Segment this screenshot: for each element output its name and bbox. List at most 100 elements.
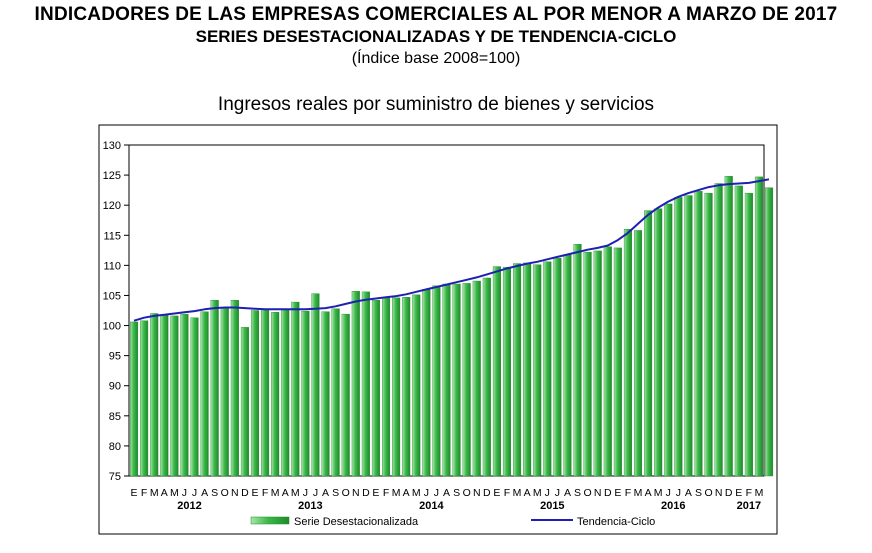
y-tick-label: 80	[109, 441, 121, 453]
bar	[754, 176, 763, 477]
bar	[462, 283, 471, 477]
bar	[563, 254, 572, 477]
x-tick-label: M	[392, 487, 401, 499]
x-tick-label: M	[634, 487, 643, 499]
bar	[281, 309, 290, 477]
bar	[714, 183, 723, 477]
bar	[230, 300, 239, 477]
bar	[654, 208, 663, 477]
bar	[724, 176, 733, 477]
bar	[371, 300, 380, 477]
x-tick-label: J	[303, 487, 308, 499]
y-tick-label: 120	[103, 200, 121, 212]
x-tick-label: O	[704, 487, 712, 499]
bar	[603, 246, 612, 477]
x-tick-label: N	[715, 487, 723, 499]
bar	[210, 300, 219, 477]
bar	[381, 297, 391, 477]
y-tick-label: 85	[109, 411, 121, 423]
x-tick-label: A	[282, 487, 289, 499]
x-tick-label: F	[141, 487, 147, 499]
bar	[533, 264, 542, 477]
bar	[331, 308, 340, 477]
bar	[291, 301, 300, 477]
bar	[150, 313, 159, 477]
bar	[190, 317, 199, 477]
bar	[613, 247, 622, 477]
bar	[664, 203, 673, 477]
x-tick-label: A	[685, 487, 692, 499]
index-base-note: (Índice base 2008=100)	[351, 50, 521, 67]
bar-series	[130, 176, 774, 477]
year-label: 2016	[661, 500, 685, 512]
y-tick-label: 125	[103, 170, 121, 182]
bar	[452, 283, 461, 477]
bar	[765, 187, 774, 477]
bar	[351, 291, 360, 477]
x-tick-label: F	[262, 487, 268, 499]
x-tick-label: M	[291, 487, 300, 499]
bar	[261, 308, 270, 477]
x-tick-label: N	[231, 487, 239, 499]
bar	[674, 197, 683, 477]
x-tick-label: O	[221, 487, 229, 499]
bar	[402, 297, 411, 477]
x-tick-label: S	[453, 487, 460, 499]
bar	[583, 251, 592, 477]
x-tick-label: F	[504, 487, 510, 499]
x-tick-label: M	[150, 487, 159, 499]
y-axis: 75 80 85 90 95 100 105 110 115 120 125 130	[103, 140, 129, 483]
bar	[644, 210, 653, 477]
x-tick-label: M	[654, 487, 663, 499]
x-tick-label: J	[434, 487, 439, 499]
bar	[341, 313, 350, 477]
bar	[553, 257, 562, 477]
y-tick-label: 130	[103, 140, 121, 152]
x-tick-label: D	[362, 487, 370, 499]
y-tick-label: 90	[109, 381, 121, 393]
chart-frame	[98, 124, 778, 535]
bar	[694, 191, 703, 477]
report-title: INDICADORES DE LAS EMPRESAS COMERCIALES …	[34, 4, 838, 25]
bar	[543, 261, 552, 477]
legend-label-bar: Serie Desestacionalizada	[294, 516, 419, 528]
legend: Serie Desestacionalizada Tendencia-Ciclo	[250, 516, 655, 528]
bar	[734, 185, 743, 477]
x-tick-label: J	[555, 487, 560, 499]
x-tick-label: E	[372, 487, 379, 499]
chart-title: Ingresos reales por suministro de bienes…	[217, 94, 655, 115]
x-tick-label: N	[473, 487, 481, 499]
bar	[573, 244, 582, 477]
report-subtitle: SERIES DESESTACIONALIZADAS Y DE TENDENCI…	[195, 27, 677, 46]
x-tick-label: D	[604, 487, 612, 499]
year-label: 2012	[177, 500, 201, 512]
x-tick-label: F	[746, 487, 752, 499]
x-tick-label: A	[403, 487, 410, 499]
bar	[623, 229, 632, 477]
bar	[140, 320, 149, 477]
bar	[170, 315, 179, 477]
bar	[492, 266, 501, 477]
x-tick-label: O	[463, 487, 471, 499]
bar	[482, 277, 491, 477]
y-tick-label: 100	[103, 321, 121, 333]
bar	[432, 285, 441, 477]
x-tick-label: J	[545, 487, 550, 499]
bar	[361, 291, 370, 477]
x-tick-label: N	[594, 487, 602, 499]
year-label: 2015	[540, 500, 564, 512]
x-tick-label: J	[676, 487, 681, 499]
x-tick-label: F	[383, 487, 389, 499]
x-tick-label: E	[735, 487, 742, 499]
bar	[513, 263, 522, 477]
bar	[472, 280, 481, 477]
bar	[704, 192, 713, 477]
bar	[442, 283, 451, 477]
x-tick-label: M	[533, 487, 542, 499]
bar	[220, 307, 229, 477]
x-tick-label: E	[614, 487, 621, 499]
y-tick-label: 110	[103, 260, 121, 272]
x-tick-label: M	[412, 487, 421, 499]
y-tick-label: 95	[109, 351, 121, 363]
